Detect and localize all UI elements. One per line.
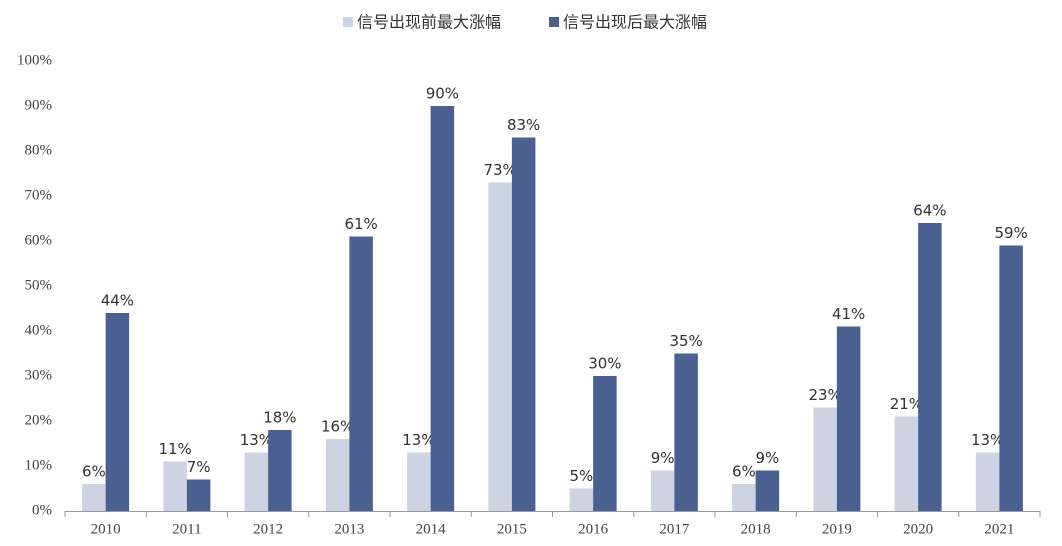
legend-swatch: [549, 17, 559, 27]
data-label: 13%: [971, 431, 1004, 449]
data-label: 13%: [402, 431, 435, 449]
y-tick-label: 50%: [25, 277, 53, 293]
y-tick-label: 70%: [25, 187, 53, 203]
data-label: 35%: [669, 332, 702, 350]
data-label: 6%: [82, 463, 106, 481]
data-label: 73%: [483, 161, 516, 179]
data-label: 21%: [890, 395, 923, 413]
x-tick-label: 2017: [659, 521, 690, 537]
y-tick-label: 100%: [17, 52, 52, 68]
y-tick-label: 0%: [32, 502, 52, 518]
bar: [349, 236, 373, 511]
data-label: 7%: [187, 458, 211, 476]
bar: [569, 488, 594, 511]
bar: [407, 452, 431, 511]
x-tick-label: 2012: [253, 521, 283, 537]
x-tick-label: 2015: [497, 521, 527, 537]
y-tick-label: 20%: [25, 412, 53, 428]
bar: [813, 407, 837, 511]
data-label: 16%: [321, 418, 354, 436]
bar: [488, 182, 512, 511]
legend-swatch: [343, 17, 353, 27]
bar: [894, 416, 919, 511]
x-tick-label: 2021: [984, 521, 1014, 537]
x-tick-label: 2014: [416, 521, 447, 537]
data-label: 5%: [569, 467, 593, 485]
data-label: 6%: [732, 463, 756, 481]
x-tick-label: 2019: [822, 521, 852, 537]
data-label: 9%: [755, 449, 779, 467]
bar: [999, 245, 1023, 511]
data-label: 30%: [588, 355, 621, 373]
data-label: 41%: [832, 305, 865, 323]
bar: [430, 106, 455, 511]
y-tick-label: 80%: [25, 142, 53, 158]
bar: [325, 439, 350, 511]
bar: [105, 313, 130, 511]
x-tick-label: 2011: [172, 521, 201, 537]
y-tick-label: 10%: [25, 457, 53, 473]
data-label: 64%: [913, 202, 946, 220]
bar: [244, 452, 269, 511]
data-label: 61%: [344, 215, 377, 233]
bar: [593, 376, 617, 511]
x-tick-label: 2018: [741, 521, 771, 537]
x-tick-label: 2016: [578, 521, 609, 537]
data-label: 23%: [808, 386, 841, 404]
y-tick-label: 90%: [25, 97, 53, 113]
data-label: 9%: [651, 449, 675, 467]
bar: [836, 326, 861, 511]
bar: [674, 353, 698, 511]
bar: [268, 430, 292, 511]
y-tick-label: 30%: [25, 367, 53, 383]
x-tick-label: 2020: [903, 521, 933, 537]
bar: [975, 452, 1000, 511]
bar: [82, 484, 106, 511]
bar: [732, 484, 756, 511]
data-label: 11%: [158, 440, 191, 458]
data-label: 13%: [240, 431, 273, 449]
data-label: 59%: [994, 224, 1027, 242]
bar: [650, 470, 675, 511]
data-label: 18%: [263, 409, 296, 427]
bar: [918, 223, 942, 511]
x-tick-label: 2010: [91, 521, 121, 537]
y-tick-label: 40%: [25, 322, 53, 338]
data-label: 44%: [101, 292, 134, 310]
bar: [186, 479, 211, 511]
legend-label: 信号出现后最大涨幅: [563, 13, 707, 32]
data-label: 83%: [507, 116, 540, 134]
bar: [511, 137, 536, 511]
x-tick-label: 2013: [334, 521, 364, 537]
data-label: 90%: [426, 85, 459, 103]
y-tick-label: 60%: [25, 232, 53, 248]
bar: [755, 470, 780, 511]
legend-label: 信号出现前最大涨幅: [357, 13, 501, 32]
bar: [163, 461, 187, 511]
